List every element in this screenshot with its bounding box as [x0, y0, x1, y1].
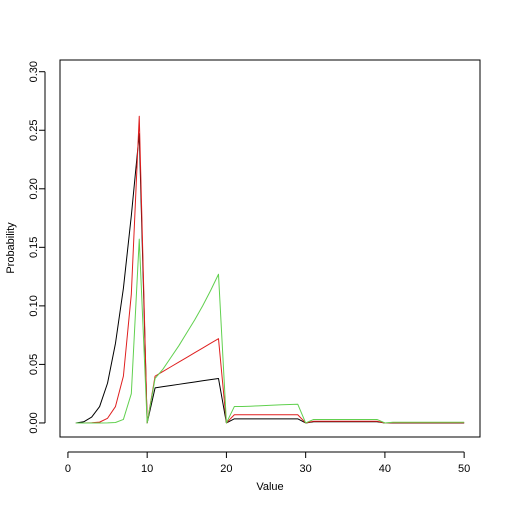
- y-tick-label: 0.30: [28, 61, 40, 82]
- y-tick-label: 0.05: [28, 354, 40, 375]
- y-tick-label: 0.15: [28, 237, 40, 258]
- x-tick-label: 30: [300, 463, 312, 475]
- y-axis: 0.00 0.05 0.10 0.15 0.20 0.25 0.30: [28, 61, 46, 434]
- x-tick-label: 40: [379, 463, 391, 475]
- x-tick-label: 10: [141, 463, 153, 475]
- series-line-1: [75, 133, 465, 424]
- y-axis-label: Probability: [5, 222, 17, 274]
- y-tick-label: 0.10: [28, 295, 40, 316]
- x-tick-label: 20: [220, 463, 232, 475]
- x-tick-label: 50: [458, 463, 470, 475]
- series-layer: [75, 115, 465, 424]
- series-line-2: [75, 115, 465, 424]
- y-tick-label: 0.00: [28, 412, 40, 433]
- x-axis-label: Value: [256, 481, 283, 493]
- y-tick-label: 0.25: [28, 120, 40, 141]
- x-axis: 0 10 20 30 40 50: [65, 451, 470, 475]
- plot-frame: [59, 59, 481, 438]
- y-tick-label: 0.20: [28, 178, 40, 199]
- series-line-3: [75, 238, 465, 424]
- x-tick-label: 0: [65, 463, 71, 475]
